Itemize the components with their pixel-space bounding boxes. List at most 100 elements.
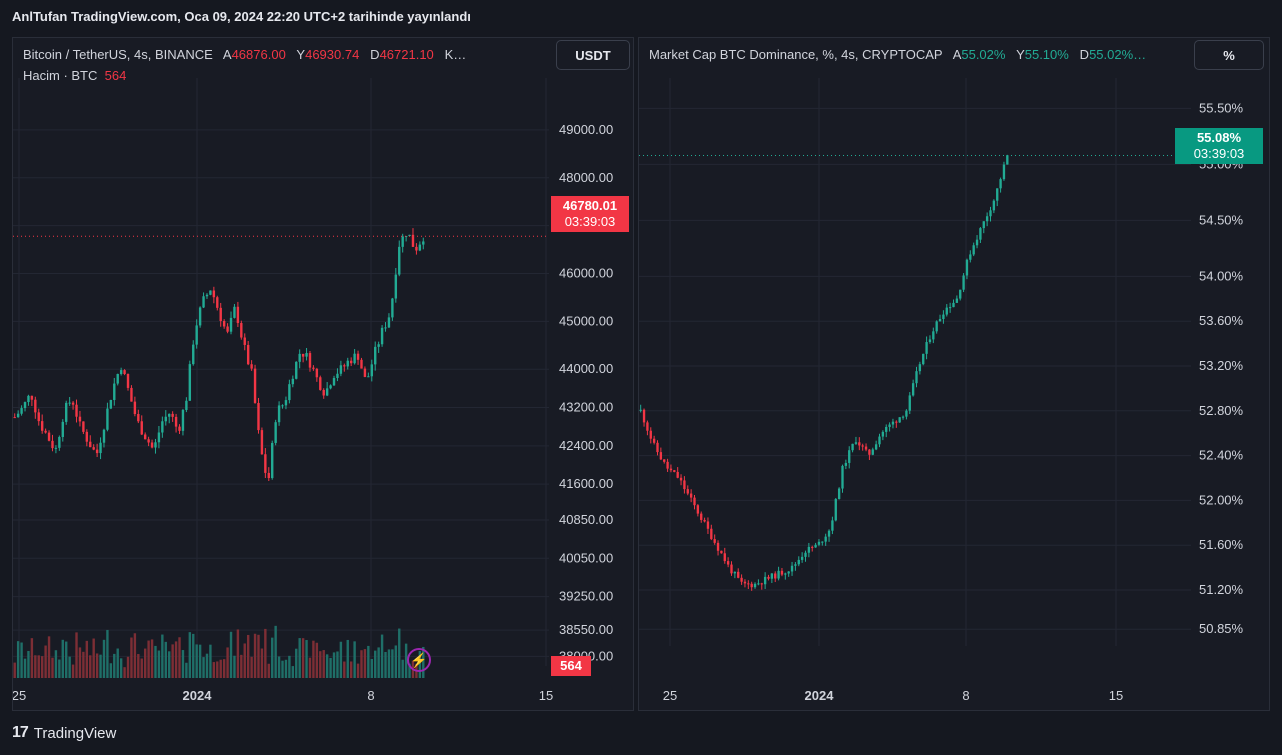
candle-body [332,378,336,386]
symbol-title[interactable]: Bitcoin / TetherUS, 4s, BINANCE [23,47,213,62]
y-tick-label: 44000.00 [559,361,613,376]
candle-body [260,430,264,455]
candle-body [743,581,747,584]
percent-unit-button[interactable]: % [1194,40,1264,70]
volume-bar [387,649,391,678]
candle-body [240,323,243,338]
candle-body [61,421,64,437]
candle-body [58,436,61,448]
candle-body [841,465,844,489]
candle-body [188,364,192,401]
candle-body [143,434,147,440]
candle-body [370,364,373,377]
tradingview-logo[interactable]: 17 TradingView [12,724,116,742]
y-tick-label: 40850.00 [559,512,613,527]
volume-bar [401,659,404,678]
bar-countdown: 03:39:03 [564,214,616,229]
candle-body [346,360,349,367]
high-value: 55.10% [1024,47,1069,62]
candle-body [284,400,288,406]
volume-bar [154,645,157,678]
y-tick-label: 46000.00 [559,266,613,281]
candle-body [807,546,811,553]
candle-body [374,346,377,365]
volume-bar [106,629,109,678]
candle-body [257,402,260,431]
volume-bar [274,625,277,678]
volume-bar [178,637,181,678]
open-value: 55.02% [961,47,1006,62]
candle-body [878,436,881,445]
candle-body [222,321,226,327]
candle-body [164,416,167,422]
candle-body [319,377,322,390]
volume-bar [205,653,209,678]
volume-bar [212,662,216,678]
volume-bar [140,658,143,678]
volume-bar [301,638,305,678]
btc-usdt-chart-pane[interactable]: 49000.0048000.0047000.0046000.0045000.00… [12,37,634,711]
candle-body [363,368,367,377]
candle-body [706,521,710,529]
candle-body [157,432,161,443]
candle-body [99,442,102,454]
candle-body [925,342,928,354]
candle-body [394,274,398,299]
candle-body [747,583,750,585]
candle-body [858,442,861,446]
candle-body [720,550,723,554]
btc-usdt-chart-canvas[interactable]: 49000.0048000.0047000.0046000.0045000.00… [13,38,635,712]
candle-body [418,244,422,251]
open-value: 46876.00 [231,47,286,62]
volume-bar [370,658,373,678]
candle-body [837,488,841,500]
x-tick-label: 2024 [805,688,835,703]
candle-body [814,544,817,548]
currency-unit-button[interactable]: USDT [556,40,630,70]
candle-body [102,429,106,443]
candle-body [271,442,274,479]
btc-dominance-chart-pane[interactable]: 55.50%55.00%54.50%54.00%53.60%53.20%52.8… [638,37,1270,711]
volume-bar [380,634,384,678]
candle-body [710,528,713,540]
volume-bar [216,661,219,678]
candle-body [226,326,229,332]
volume-bar [322,650,325,678]
candle-body [915,371,918,384]
candle-body [861,445,864,447]
candle-body [85,431,89,442]
candle-body [831,520,834,531]
open-label: A [222,47,232,62]
volume-bar [367,645,370,678]
volume-bar [58,659,61,678]
candle-body [787,571,790,574]
volume-bar [404,643,408,678]
volume-bar [109,663,113,678]
candle-body [982,221,985,229]
candle-body [979,228,982,240]
candle-body [367,376,370,378]
candle-body [918,364,922,372]
candle-body [676,471,679,478]
volume-bar [85,640,89,678]
candle-body [209,290,212,295]
lightning-icon[interactable]: ⚡ [407,648,431,672]
candle-body [130,387,133,402]
volume-bar [143,648,147,678]
volume-bar [315,642,319,678]
candle-body [343,365,346,367]
symbol-title[interactable]: Market Cap BTC Dominance, %, 4s, CRYPTOC… [649,47,943,62]
volume-bar [161,634,164,678]
volume-label[interactable]: Hacim · BTC [23,68,98,83]
volume-bar [295,648,298,678]
candle-body [854,442,858,444]
y-tick-label: 53.60% [1199,313,1244,328]
volume-bar [47,636,51,678]
candle-body [726,561,730,565]
volume-bar [353,641,356,678]
candle-body [308,353,312,368]
candle-body [938,319,942,322]
volume-bar [188,632,192,678]
y-tick-label: 40050.00 [559,550,613,565]
x-tick-label: 8 [962,688,969,703]
